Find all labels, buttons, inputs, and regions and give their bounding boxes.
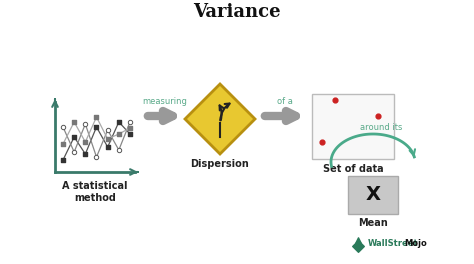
- Point: [115, 132, 123, 136]
- Text: Variance: Variance: [193, 3, 281, 21]
- Polygon shape: [185, 84, 255, 154]
- Text: Mean: Mean: [358, 218, 388, 228]
- Point: [70, 120, 78, 124]
- Point: [115, 148, 123, 152]
- Point: [126, 126, 134, 130]
- Text: around its: around its: [360, 123, 402, 132]
- Point: [93, 125, 100, 129]
- Point: [59, 158, 67, 162]
- Point: [82, 140, 89, 144]
- Point: [93, 155, 100, 159]
- Point: [70, 135, 78, 139]
- Text: A statistical
method: A statistical method: [62, 181, 128, 202]
- Point: [82, 122, 89, 126]
- Point: [126, 132, 134, 136]
- Text: Dispersion: Dispersion: [191, 159, 249, 169]
- Text: Mojo: Mojo: [404, 239, 427, 248]
- Point: [59, 125, 67, 129]
- Point: [354, 244, 362, 248]
- Point: [93, 115, 100, 119]
- Point: [126, 120, 134, 124]
- FancyBboxPatch shape: [312, 94, 394, 159]
- Text: Set of data: Set of data: [323, 164, 383, 174]
- FancyBboxPatch shape: [348, 176, 398, 214]
- Point: [354, 238, 362, 242]
- Text: WallStreet: WallStreet: [368, 239, 419, 248]
- Point: [59, 142, 67, 146]
- Point: [70, 150, 78, 154]
- Text: measuring: measuring: [143, 97, 187, 106]
- Text: of a: of a: [277, 97, 293, 106]
- Point: [82, 152, 89, 156]
- Point: [318, 140, 326, 144]
- Point: [104, 145, 111, 149]
- Point: [331, 98, 339, 102]
- Point: [104, 128, 111, 132]
- Point: [115, 120, 123, 124]
- Point: [104, 137, 111, 141]
- Text: X: X: [365, 186, 381, 205]
- Point: [374, 114, 382, 118]
